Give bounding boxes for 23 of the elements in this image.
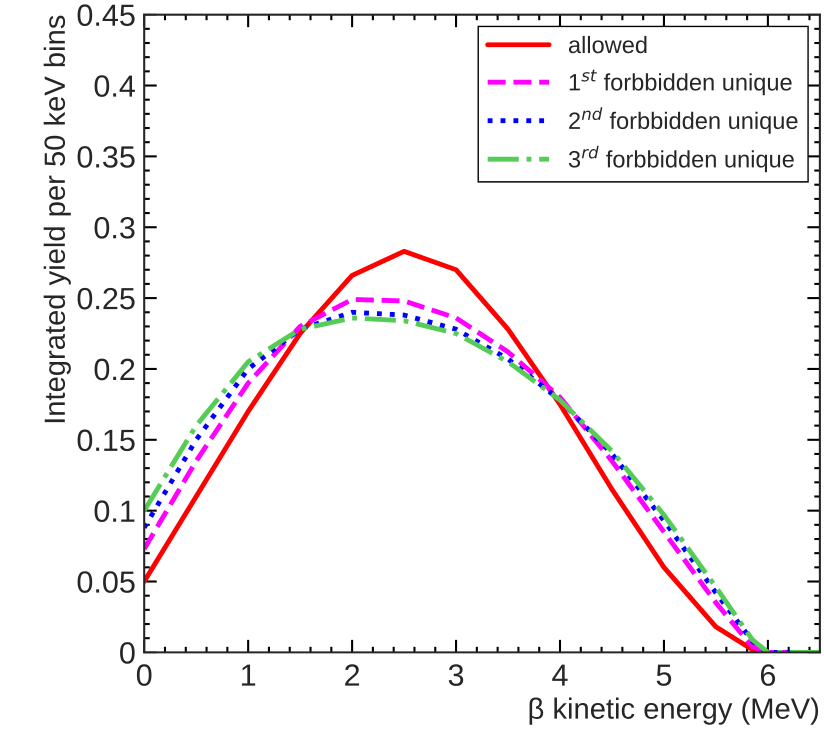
x-tick-label: 3 — [448, 664, 464, 686]
legend-label: 1$^{st}$ forbbidden unique — [570, 70, 792, 96]
y-tick-label: 0.4 — [94, 75, 135, 97]
y-tick-label: 0.2 — [94, 358, 134, 380]
y-tick-label: 0 — [120, 642, 135, 664]
x-axis-title: β kinetic energy (MeV) — [530, 698, 818, 725]
legend-label: allowed — [568, 36, 646, 54]
y-tick-label: 0.45 — [78, 4, 135, 26]
legend-label: 3$^{rd}$ forbbidden unique — [568, 146, 794, 172]
legend-label: 2$^{nd}$ forbbidden unique — [569, 107, 798, 134]
x-tick-label: 0 — [136, 664, 152, 686]
x-tick-label: 1 — [242, 664, 256, 686]
x-tick-label: 2 — [345, 664, 360, 686]
y-tick-label: 0.25 — [78, 288, 135, 310]
y-tick-label: 0.05 — [78, 571, 135, 593]
y-axis-title: Integrated yield per 50 keV bins — [44, 16, 71, 422]
y-tick-label: 0.3 — [94, 216, 135, 239]
y-tick-label: 0.1 — [94, 500, 134, 522]
y-tick-label: 0.15 — [78, 430, 135, 452]
x-tick-label: 5 — [656, 664, 672, 686]
x-tick-label: 4 — [552, 664, 568, 686]
x-tick-label: 6 — [760, 664, 776, 686]
y-tick-label: 0.35 — [78, 146, 135, 168]
